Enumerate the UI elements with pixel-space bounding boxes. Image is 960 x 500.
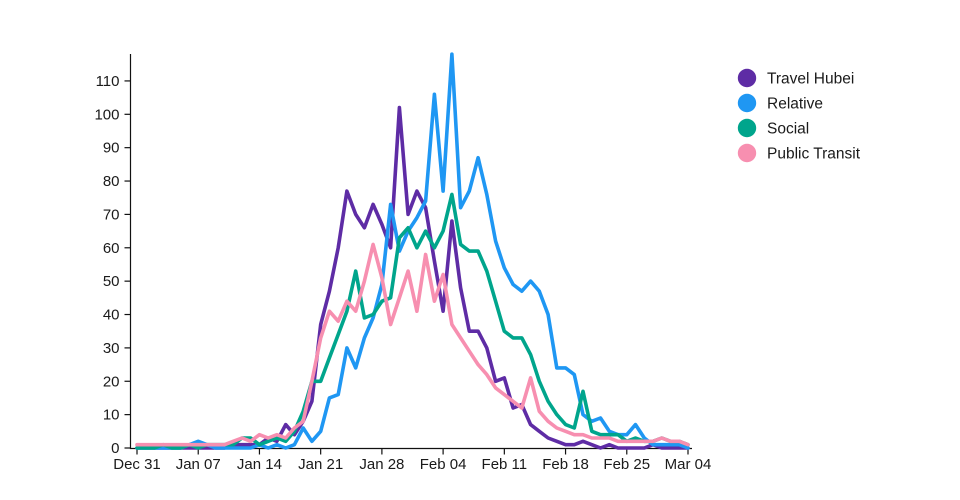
x-tick-label: Feb 18: [542, 456, 589, 473]
y-tick-label: 0: [111, 440, 119, 457]
series-lines: [135, 52, 690, 450]
legend-item-public-transit[interactable]: Public Transit: [737, 143, 861, 163]
y-tick-label: 70: [103, 206, 120, 223]
series-line-public-transit: [135, 242, 690, 447]
x-tick-label: Jan 28: [359, 456, 404, 473]
legend-swatch-relative-icon: [737, 93, 757, 113]
y-axis-ticks: 0 10 20 30 40 50 60 70 80 90 100 110: [94, 73, 131, 457]
legend-swatch-social-icon: [737, 118, 757, 138]
y-tick-label: 60: [103, 240, 120, 257]
y-tick-label: 80: [103, 173, 120, 190]
x-tick-label: Mar 04: [665, 456, 712, 473]
legend-item-travel-hubei[interactable]: Travel Hubei: [737, 68, 854, 88]
x-tick-label: Jan 14: [237, 456, 282, 473]
y-tick-label: 10: [103, 407, 120, 424]
y-tick-label: 100: [94, 106, 119, 123]
series-line-relative: [135, 52, 690, 450]
legend-label: Social: [767, 120, 809, 137]
y-tick-label: 110: [96, 73, 120, 90]
x-tick-label: Feb 11: [482, 456, 528, 473]
x-tick-label: Feb 25: [603, 456, 650, 473]
y-tick-label: 20: [103, 373, 120, 390]
x-tick-label: Dec 31: [113, 456, 161, 473]
y-tick-label: 40: [103, 307, 120, 324]
x-tick-label: Jan 07: [176, 456, 221, 473]
legend-swatch-public-transit-icon: [737, 143, 757, 163]
legend-label: Public Transit: [767, 145, 861, 162]
y-tick-label: 50: [103, 273, 120, 290]
x-axis-ticks: Dec 31 Jan 07 Jan 14 Jan 21 Jan 28 Feb 04 Feb …: [113, 448, 712, 473]
legend-swatch-travel-hubei-icon: [737, 68, 757, 88]
legend-label: Travel Hubei: [767, 70, 854, 87]
chart-legend: Travel Hubei Relative Social Public Transit: [737, 68, 861, 163]
legend-label: Relative: [767, 95, 823, 112]
legend-item-relative[interactable]: Relative: [737, 93, 823, 113]
x-tick-label: Jan 21: [298, 456, 343, 473]
x-tick-label: Feb 04: [420, 456, 467, 473]
y-tick-label: 30: [103, 340, 120, 357]
y-tick-label: 90: [103, 140, 120, 157]
legend-item-social[interactable]: Social: [737, 118, 809, 138]
